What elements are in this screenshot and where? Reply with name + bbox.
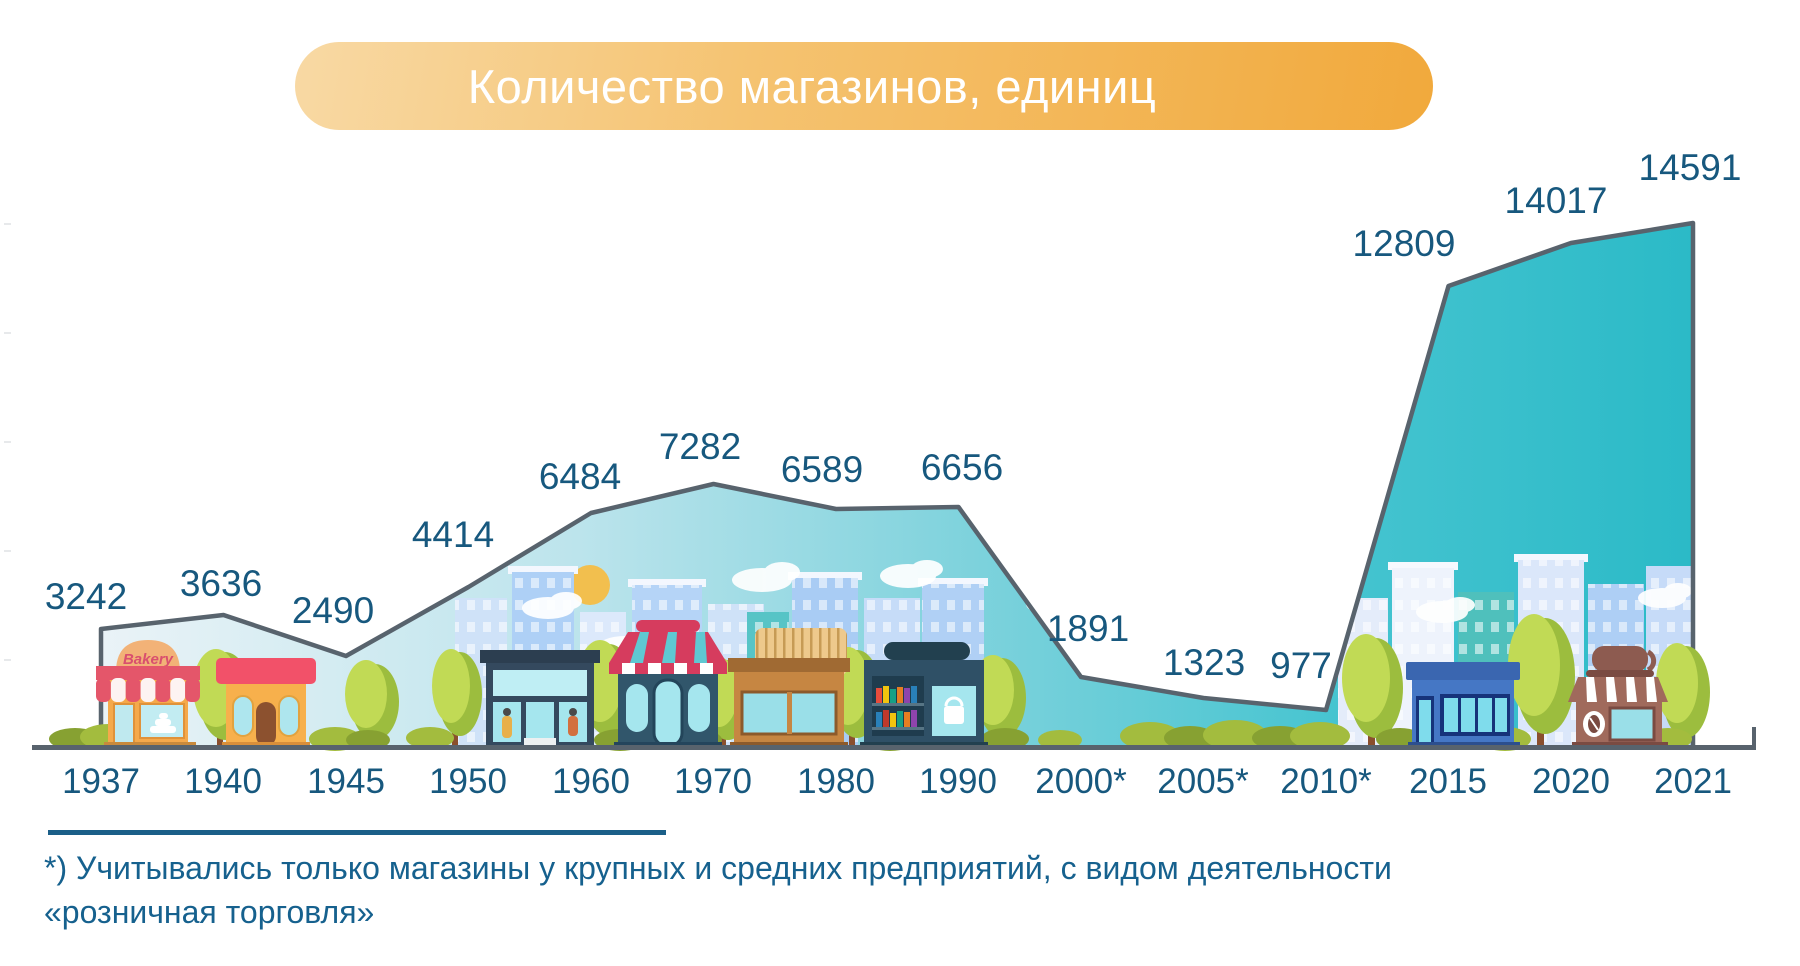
x-tick-label-2020: 2020 [1532,762,1610,801]
x-tick-label-1950: 1950 [429,762,507,801]
svg-text:Bakery: Bakery [123,651,174,668]
clothes-store [480,650,600,746]
value-label-2015: 12809 [1352,223,1456,264]
value-label-1970: 7282 [658,426,742,467]
x-tick-label-1945: 1945 [307,762,385,801]
book-store [860,642,988,747]
value-label-1990: 6656 [920,447,1004,488]
x-tick-label-2010: 2010* [1280,762,1372,801]
sun-icon [570,565,610,605]
x-tick-label-1980: 1980 [797,762,875,801]
faint-left-ticks [4,223,11,661]
chart-title-banner: Количество магазинов, единиц [295,42,1433,130]
value-label-1937: 3242 [44,576,128,617]
x-tick-label-1970: 1970 [674,762,752,801]
x-tick-label-1937: 1937 [62,762,140,801]
furniture-store [728,628,850,747]
value-label-2005: 1323 [1162,642,1246,683]
x-tick-label-1940: 1940 [184,762,262,801]
x-tick-label-2005: 2005* [1157,762,1249,801]
footnote-line2: «розничная торговля» [44,894,375,930]
footnote-divider [48,830,666,835]
area-outline [98,220,1696,746]
x-tick-label-2000: 2000* [1035,762,1127,801]
x-tick-label-1990: 1990 [919,762,997,801]
blue-store [1406,662,1520,747]
chart-title: Количество магазинов, единиц [467,59,1157,113]
x-tick-label-2021: 2021 [1654,762,1732,801]
value-label-1980: 6589 [780,449,864,490]
orange-shop [216,658,316,747]
value-label-2020: 14017 [1504,180,1608,221]
bakery-shop: Bakery [96,640,200,747]
x-tick-label-1960: 1960 [552,762,630,801]
value-label-1960: 6484 [538,456,622,497]
footnote-line1: *) Учитывались только магазины у крупных… [44,850,1392,886]
x-tick-label-2015: 2015 [1409,762,1487,801]
value-label-2010: 977 [1270,645,1332,686]
value-label-1945: 2490 [291,590,375,631]
value-label-1950: 4414 [411,514,495,555]
value-label-1940: 3636 [179,563,263,604]
value-label-2021: 14591 [1638,147,1742,188]
coffee-shop [1568,646,1668,747]
striped-kiosk [609,620,727,748]
value-label-2000: 1891 [1046,608,1130,649]
